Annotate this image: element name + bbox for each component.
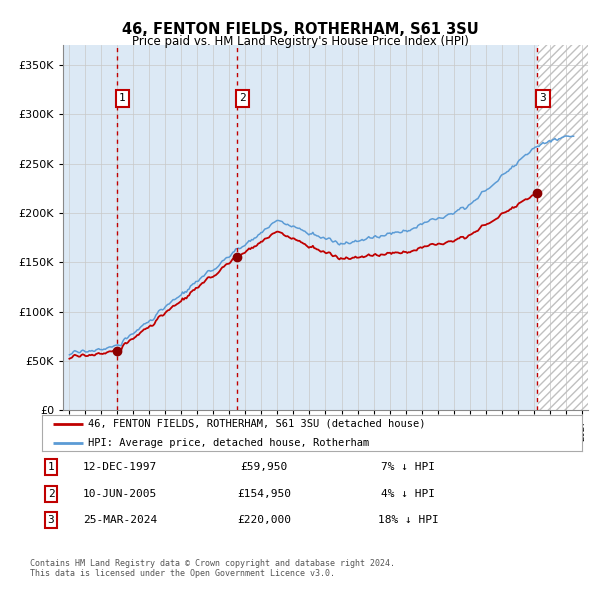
Text: HPI: Average price, detached house, Rotherham: HPI: Average price, detached house, Roth… bbox=[88, 438, 369, 448]
Text: 3: 3 bbox=[539, 93, 547, 103]
Text: 25-MAR-2024: 25-MAR-2024 bbox=[83, 516, 157, 525]
Text: 1: 1 bbox=[119, 93, 126, 103]
Text: 46, FENTON FIELDS, ROTHERHAM, S61 3SU (detached house): 46, FENTON FIELDS, ROTHERHAM, S61 3SU (d… bbox=[88, 419, 425, 429]
Text: 2: 2 bbox=[239, 93, 245, 103]
Text: 2: 2 bbox=[47, 489, 55, 499]
Bar bbox=[538, 45, 588, 410]
Text: 10-JUN-2005: 10-JUN-2005 bbox=[83, 489, 157, 499]
Text: Contains HM Land Registry data © Crown copyright and database right 2024.: Contains HM Land Registry data © Crown c… bbox=[30, 559, 395, 568]
Text: £59,950: £59,950 bbox=[241, 463, 287, 472]
Text: This data is licensed under the Open Government Licence v3.0.: This data is licensed under the Open Gov… bbox=[30, 569, 335, 578]
Text: 3: 3 bbox=[47, 516, 55, 525]
Bar bbox=[538, 45, 588, 410]
Text: 7% ↓ HPI: 7% ↓ HPI bbox=[381, 463, 435, 472]
Text: £220,000: £220,000 bbox=[237, 516, 291, 525]
Text: 4% ↓ HPI: 4% ↓ HPI bbox=[381, 489, 435, 499]
Text: £154,950: £154,950 bbox=[237, 489, 291, 499]
Text: Price paid vs. HM Land Registry's House Price Index (HPI): Price paid vs. HM Land Registry's House … bbox=[131, 35, 469, 48]
Text: 46, FENTON FIELDS, ROTHERHAM, S61 3SU: 46, FENTON FIELDS, ROTHERHAM, S61 3SU bbox=[122, 22, 478, 37]
Bar bbox=[63, 45, 537, 410]
Text: 12-DEC-1997: 12-DEC-1997 bbox=[83, 463, 157, 472]
Text: 18% ↓ HPI: 18% ↓ HPI bbox=[377, 516, 439, 525]
Text: 1: 1 bbox=[47, 463, 55, 472]
